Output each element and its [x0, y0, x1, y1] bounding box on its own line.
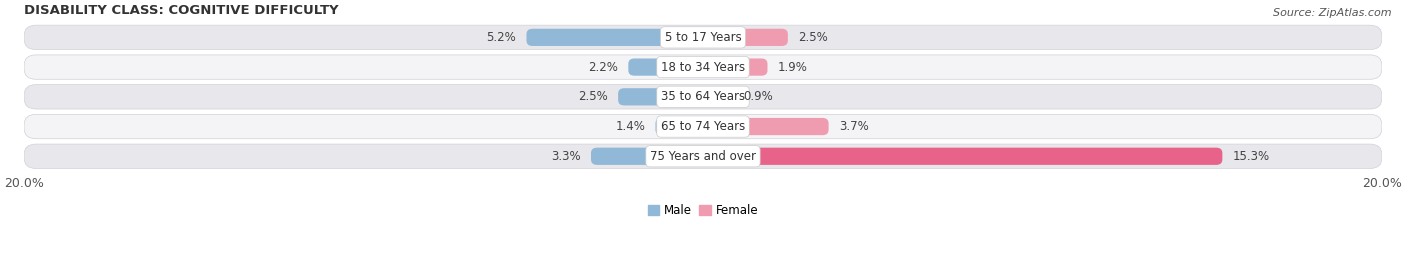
Text: 5 to 17 Years: 5 to 17 Years: [665, 31, 741, 44]
Text: 65 to 74 Years: 65 to 74 Years: [661, 120, 745, 133]
Text: 2.2%: 2.2%: [588, 60, 619, 74]
Text: 1.4%: 1.4%: [616, 120, 645, 133]
FancyBboxPatch shape: [703, 118, 828, 135]
Text: 5.2%: 5.2%: [486, 31, 516, 44]
Text: 2.5%: 2.5%: [799, 31, 828, 44]
FancyBboxPatch shape: [591, 148, 703, 165]
Text: 35 to 64 Years: 35 to 64 Years: [661, 90, 745, 103]
FancyBboxPatch shape: [703, 29, 787, 46]
Text: Source: ZipAtlas.com: Source: ZipAtlas.com: [1274, 8, 1392, 18]
FancyBboxPatch shape: [703, 59, 768, 76]
FancyBboxPatch shape: [703, 88, 734, 106]
Text: 0.9%: 0.9%: [744, 90, 773, 103]
FancyBboxPatch shape: [24, 85, 1382, 109]
FancyBboxPatch shape: [628, 59, 703, 76]
FancyBboxPatch shape: [526, 29, 703, 46]
FancyBboxPatch shape: [24, 25, 1382, 50]
FancyBboxPatch shape: [24, 55, 1382, 79]
Text: DISABILITY CLASS: COGNITIVE DIFFICULTY: DISABILITY CLASS: COGNITIVE DIFFICULTY: [24, 4, 339, 17]
FancyBboxPatch shape: [24, 144, 1382, 168]
FancyBboxPatch shape: [703, 148, 1222, 165]
Text: 18 to 34 Years: 18 to 34 Years: [661, 60, 745, 74]
Text: 15.3%: 15.3%: [1233, 150, 1270, 163]
FancyBboxPatch shape: [24, 114, 1382, 139]
Text: 3.7%: 3.7%: [839, 120, 869, 133]
Text: 3.3%: 3.3%: [551, 150, 581, 163]
Legend: Male, Female: Male, Female: [643, 199, 763, 222]
Text: 1.9%: 1.9%: [778, 60, 807, 74]
Text: 2.5%: 2.5%: [578, 90, 607, 103]
Text: 75 Years and over: 75 Years and over: [650, 150, 756, 163]
FancyBboxPatch shape: [619, 88, 703, 106]
FancyBboxPatch shape: [655, 118, 703, 135]
